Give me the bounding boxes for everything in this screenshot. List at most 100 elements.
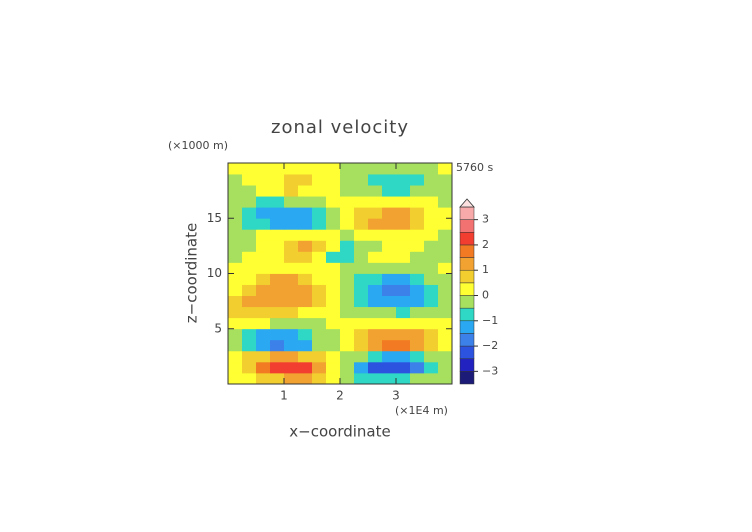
field-cell: [284, 350, 299, 363]
field-cell: [326, 185, 341, 197]
field-cell: [438, 328, 453, 341]
field-cell: [410, 218, 425, 230]
field-cell: [410, 262, 425, 274]
field-cell: [256, 174, 271, 186]
field-cell: [438, 306, 453, 319]
field-cell: [368, 218, 383, 230]
field-cell: [326, 339, 341, 352]
field-cell: [410, 207, 425, 219]
colorbar-segment: [459, 295, 475, 309]
colorbar-tick-label: −3: [482, 364, 498, 377]
field-cell: [410, 273, 425, 285]
field-cell: [340, 207, 355, 219]
field-cell: [368, 295, 383, 308]
field-cell: [410, 339, 425, 352]
time-label: 5760 s: [456, 161, 493, 174]
field-cell: [410, 185, 425, 197]
field-cell: [242, 306, 257, 319]
field-cell: [396, 174, 411, 186]
field-cell: [354, 328, 369, 341]
field-cell: [326, 328, 341, 341]
field-cell: [354, 207, 369, 219]
field-cell: [312, 229, 327, 241]
field-cell: [270, 273, 285, 285]
field-cell: [284, 339, 299, 352]
field-cell: [410, 372, 425, 385]
field-cell: [424, 251, 439, 263]
field-cell: [242, 218, 257, 230]
field-cell: [326, 218, 341, 230]
field-cell: [340, 196, 355, 208]
field-cell: [340, 251, 355, 263]
field-cell: [312, 218, 327, 230]
field-cell: [270, 295, 285, 308]
y-tick-label: 10: [207, 266, 222, 280]
field-cell: [326, 361, 341, 374]
colorbar-segment: [459, 358, 475, 372]
colorbar-segment: [459, 345, 475, 359]
field-cell: [312, 174, 327, 186]
field-cell: [270, 339, 285, 352]
field-cell: [382, 317, 397, 330]
field-cell: [298, 372, 313, 385]
field-cell: [424, 361, 439, 374]
field-cell: [410, 196, 425, 208]
field-cell: [312, 163, 327, 175]
field-cell: [284, 317, 299, 330]
x-tick-label: 3: [392, 389, 400, 403]
field-cell: [354, 273, 369, 285]
field-cell: [284, 295, 299, 308]
field-cell: [298, 273, 313, 285]
field-cell: [424, 350, 439, 363]
field-cell: [312, 372, 327, 385]
colorbar-segment: [459, 206, 475, 220]
field-cell: [340, 328, 355, 341]
field-cell: [270, 163, 285, 175]
field-cell: [270, 196, 285, 208]
field-cell: [368, 262, 383, 274]
field-cell: [438, 196, 453, 208]
field-cell: [396, 306, 411, 319]
field-cell: [396, 196, 411, 208]
field-cell: [256, 306, 271, 319]
field-cell: [326, 240, 341, 252]
field-cell: [242, 350, 257, 363]
field-cell: [298, 295, 313, 308]
field-cell: [256, 207, 271, 219]
field-cell: [270, 350, 285, 363]
field-cell: [354, 317, 369, 330]
field-cell: [228, 262, 243, 274]
field-cell: [438, 174, 453, 186]
field-cell: [312, 273, 327, 285]
field-cell: [396, 240, 411, 252]
field-cell: [228, 295, 243, 308]
field-cell: [312, 284, 327, 296]
field-cell: [368, 372, 383, 385]
field-cell: [368, 207, 383, 219]
field-cell: [284, 372, 299, 385]
field-cell: [382, 273, 397, 285]
field-cell: [368, 328, 383, 341]
field-cell: [298, 207, 313, 219]
field-cell: [340, 295, 355, 308]
field-cell: [410, 361, 425, 374]
field-cell: [326, 207, 341, 219]
field-cell: [228, 306, 243, 319]
field-cell: [438, 185, 453, 197]
field-cell: [438, 163, 453, 175]
field-cell: [242, 196, 257, 208]
field-cell: [228, 273, 243, 285]
field-cell: [326, 284, 341, 296]
field-cell: [354, 174, 369, 186]
field-cell: [298, 229, 313, 241]
field-cell: [312, 339, 327, 352]
field-cell: [368, 306, 383, 319]
field-cell: [382, 163, 397, 175]
field-cell: [270, 240, 285, 252]
field-cell: [396, 339, 411, 352]
field-cell: [424, 174, 439, 186]
field-cell: [410, 240, 425, 252]
y-axis-label: z−coordinate: [183, 223, 201, 323]
field-cell: [410, 306, 425, 319]
